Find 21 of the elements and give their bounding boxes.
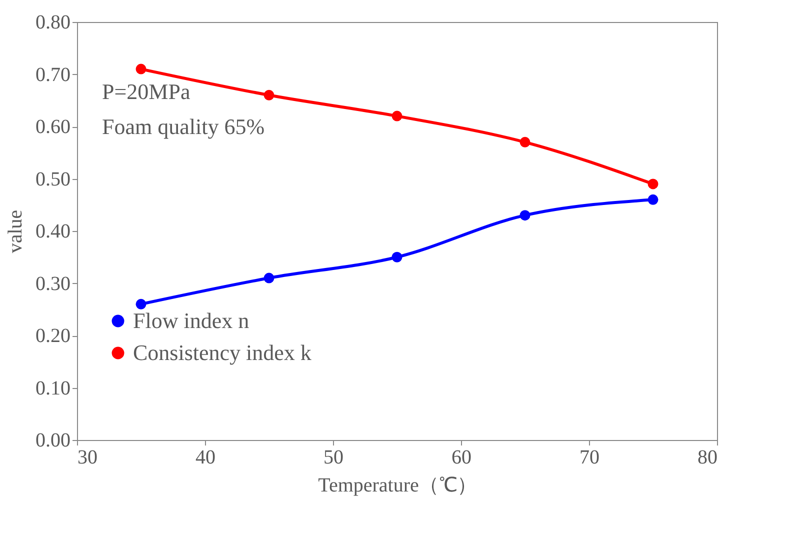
x-tick-label: 40 [196, 446, 216, 468]
y-tick-label: 0.00 [36, 430, 70, 452]
y-tick-label: 0.30 [36, 272, 70, 295]
legend-label: Flow index n [133, 308, 250, 333]
y-tick-label: 0.80 [36, 12, 70, 34]
y-tick-label: 0.20 [36, 325, 70, 347]
y-tick-label: 0.70 [36, 64, 70, 86]
x-tick-label: 60 [452, 446, 472, 468]
y-tick-label: 0.50 [36, 168, 70, 190]
annotation: P=20MPa [102, 79, 190, 104]
x-tick-label: 50 [324, 446, 344, 468]
y-tick-label: 0.10 [36, 377, 70, 400]
x-tick-label: 80 [698, 446, 718, 468]
legend-label: Consistency index k [133, 340, 312, 365]
x-axis-title: Temperature（℃） [318, 474, 477, 496]
y-tick-label: 0.60 [36, 116, 70, 138]
annotation: Foam quality 65% [102, 114, 265, 139]
x-tick-label: 70 [580, 446, 600, 468]
x-tick-label: 30 [78, 446, 98, 468]
y-axis-title: value [4, 210, 26, 254]
y-tick-label: 0.40 [36, 220, 70, 242]
